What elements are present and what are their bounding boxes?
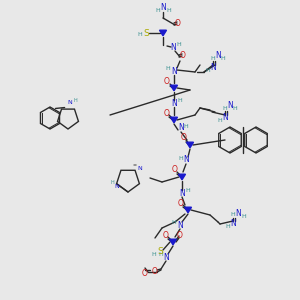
Text: H: H (172, 220, 176, 226)
Text: H: H (152, 253, 156, 257)
Polygon shape (187, 142, 194, 148)
Text: H: H (110, 181, 114, 185)
Polygon shape (170, 85, 178, 91)
Text: N: N (215, 52, 221, 61)
Text: N: N (235, 208, 241, 217)
Text: O: O (180, 50, 186, 59)
Text: N: N (160, 4, 166, 13)
Text: H: H (206, 68, 210, 73)
Text: H: H (166, 67, 170, 71)
Text: S: S (157, 248, 163, 256)
Text: O: O (181, 134, 187, 142)
Text: N: N (177, 220, 183, 230)
Text: N: N (222, 112, 228, 122)
Text: H: H (220, 56, 225, 61)
Polygon shape (160, 30, 167, 36)
Text: N: N (115, 184, 119, 188)
Text: N: N (230, 218, 236, 227)
Text: H: H (232, 106, 237, 112)
Polygon shape (169, 239, 176, 245)
Text: H: H (178, 155, 183, 160)
Text: O: O (142, 268, 148, 278)
Text: O: O (172, 166, 178, 175)
Text: H: H (167, 8, 171, 13)
Text: H: H (242, 214, 246, 218)
Text: H: H (218, 118, 222, 122)
Polygon shape (178, 174, 185, 180)
Text: N: N (68, 100, 72, 106)
Text: O: O (152, 268, 158, 277)
Text: N: N (227, 101, 233, 110)
Text: N: N (171, 98, 177, 107)
Text: N: N (170, 43, 176, 52)
Text: O: O (164, 109, 170, 118)
Text: H: H (184, 124, 188, 128)
Text: S: S (143, 28, 149, 38)
Text: O: O (175, 19, 181, 28)
Polygon shape (170, 117, 178, 123)
Text: N: N (179, 188, 185, 197)
Text: N: N (138, 167, 142, 172)
Text: N: N (183, 155, 189, 164)
Text: N: N (210, 62, 216, 71)
Text: H: H (186, 188, 190, 194)
Text: O: O (163, 230, 169, 239)
Text: =: = (133, 164, 137, 169)
Text: H: H (226, 224, 230, 229)
Text: H: H (156, 8, 161, 13)
Text: H: H (211, 56, 215, 61)
Polygon shape (184, 207, 191, 213)
Text: H: H (178, 98, 182, 104)
Text: N: N (163, 253, 169, 262)
Text: O: O (177, 230, 183, 239)
Text: H: H (231, 212, 236, 217)
Text: H: H (138, 32, 142, 38)
Text: N: N (171, 67, 177, 76)
Text: O: O (164, 77, 170, 86)
Text: H: H (159, 253, 164, 257)
Text: H: H (223, 106, 227, 110)
Text: O: O (178, 199, 184, 208)
Text: H: H (177, 43, 182, 47)
Text: N: N (178, 124, 184, 133)
Text: H: H (73, 98, 77, 104)
